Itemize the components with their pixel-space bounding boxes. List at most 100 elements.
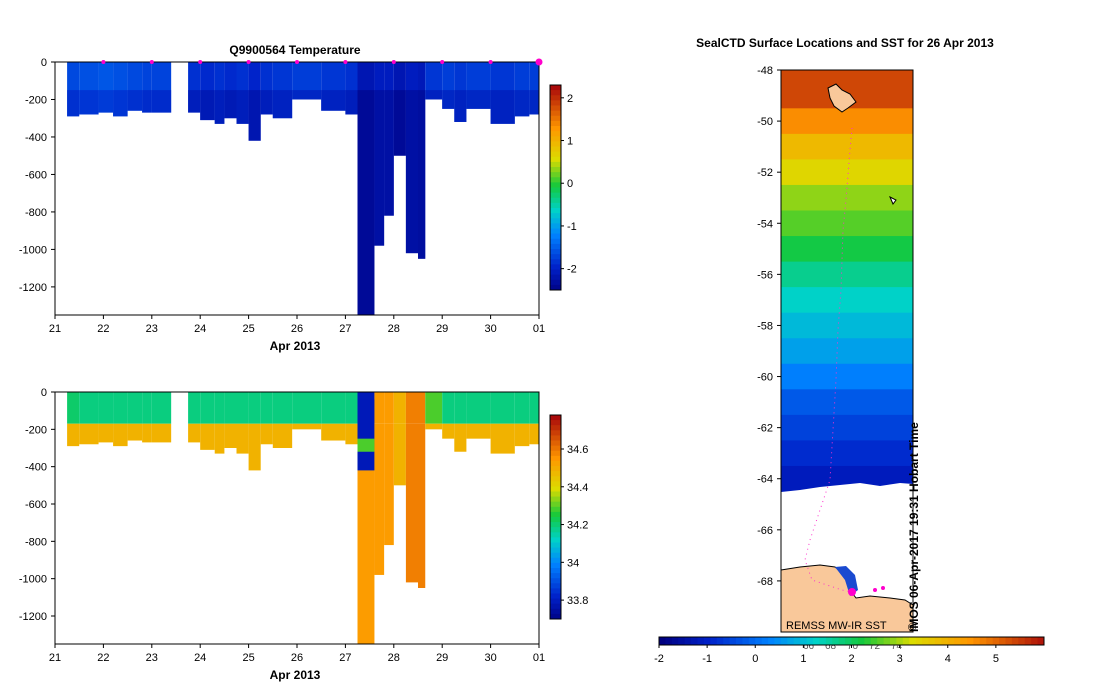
colorbar-segment (550, 264, 561, 270)
temperature-x-label: Apr 2013 (270, 339, 321, 353)
colorbar-segment (550, 425, 561, 431)
colorbar-segment (761, 637, 769, 645)
salinity-cell (357, 399, 375, 471)
lon-tick-label: 66 (803, 641, 815, 652)
colorbar-segment (550, 249, 561, 255)
temperature-cell (405, 90, 418, 254)
profile-marker (391, 60, 396, 64)
colorbar-segment (550, 254, 561, 260)
colorbar-segment (550, 562, 561, 569)
salinity-cell (236, 392, 249, 424)
lon-tick-label: 68 (825, 641, 837, 652)
colorbar-segment (691, 637, 698, 645)
colorbar-segment (550, 593, 561, 600)
colorbar-segment (954, 637, 962, 645)
colorbar-tick-label: 5 (993, 653, 999, 665)
colorbar-segment (550, 435, 561, 441)
colorbar-segment (864, 637, 872, 645)
colorbar-segment (780, 637, 788, 645)
colorbar-segment (550, 552, 561, 559)
colorbar-segment (716, 637, 724, 645)
y-tick-label: 0 (41, 387, 47, 399)
colorbar-segment (550, 532, 561, 538)
salinity-cell (127, 423, 143, 441)
profile-marker (440, 60, 445, 64)
colorbar-segment (550, 95, 561, 101)
colorbar-segment (550, 274, 561, 281)
colorbar-tick-label: 33.8 (567, 595, 588, 607)
lat-tick-label: -56 (757, 269, 773, 281)
colorbar-segment (748, 637, 756, 645)
lat-tick-label: -58 (757, 320, 773, 332)
x-tick-label: 22 (97, 652, 109, 664)
sst-band (781, 133, 913, 160)
colorbar-segment (896, 637, 904, 645)
sst-map-title: SealCTD Surface Locations and SST for 26… (696, 36, 994, 50)
colorbar-segment (550, 557, 561, 564)
colorbar-segment (915, 637, 923, 645)
colorbar-segment (550, 115, 561, 122)
temperature-cell (248, 90, 261, 141)
salinity-cell (454, 392, 467, 424)
x-tick-label: 01 (533, 652, 545, 664)
colorbar-tick-label: 34 (567, 557, 579, 569)
colorbar-segment (793, 637, 801, 645)
temperature-y-axis: 0 -200 -400 -600 -800 -1000 -1200 (19, 57, 55, 294)
profile-marker (343, 60, 348, 64)
salinity-cell (151, 423, 172, 443)
temperature-profile-markers (101, 58, 543, 66)
colorbar-segment (678, 637, 686, 645)
colorbar-segment (922, 637, 929, 645)
colorbar-segment (890, 637, 897, 645)
sst-colorbar: -2 -1 0 1 2 3 4 5 (654, 636, 1045, 665)
salinity-cell (442, 423, 455, 439)
salinity-cell (188, 423, 201, 443)
colorbar-frame (549, 84, 562, 291)
lon-tick-label: 74 (891, 641, 903, 652)
temperature-cell (345, 90, 358, 115)
sst-band (781, 287, 913, 314)
x-tick-label: 21 (49, 323, 61, 335)
colorbar-segment (550, 279, 561, 286)
sst-band (781, 108, 913, 135)
seal-location-point (873, 588, 877, 592)
colorbar-segment (550, 233, 561, 240)
x-tick-label: 26 (291, 652, 303, 664)
x-tick-label: 27 (339, 323, 351, 335)
colorbar-segment (550, 455, 561, 462)
salinity-cell (357, 423, 375, 644)
sst-band (781, 261, 913, 288)
sst-band (781, 389, 913, 416)
y-tick-label: -600 (25, 499, 47, 511)
temperature-cell (98, 90, 114, 113)
colorbar-segment (909, 637, 917, 645)
temperature-panel: Q9900564 Temperature 0 -200 -400 -600 -800 -1… (19, 43, 577, 353)
lat-tick-label: -66 (757, 525, 773, 537)
colorbar-segment (947, 637, 955, 645)
salinity-cell (490, 392, 515, 424)
salinity-cell (214, 423, 225, 454)
colorbar-segment (1011, 637, 1019, 645)
colorbar-segment (550, 476, 561, 482)
colorbar-segment (550, 213, 561, 219)
salinity-cell (113, 423, 128, 447)
colorbar-tick-label: -1 (567, 221, 577, 233)
colorbar-segment (550, 187, 561, 194)
colorbar-segment (1005, 637, 1013, 645)
colorbar-tick-label: 2 (567, 93, 573, 105)
colorbar-segment (825, 637, 833, 645)
colorbar-segment (877, 637, 885, 645)
colorbar-segment (934, 637, 942, 645)
x-tick-label: 27 (339, 652, 351, 664)
colorbar-segment (550, 491, 561, 498)
salinity-cell (248, 423, 261, 471)
sst-band (781, 363, 913, 390)
y-tick-label: -1000 (19, 574, 47, 586)
temperature-cells (67, 62, 539, 315)
y-tick-label: -1200 (19, 282, 47, 294)
colorbar-segment (550, 218, 561, 224)
salinity-cell (200, 423, 215, 450)
sst-map-lat-axis: -48 -50 -52 -54 -56 -58 -60 -62 -64 -66 -68 (757, 65, 781, 588)
salinity-cell (374, 423, 385, 575)
colorbar-segment (742, 637, 750, 645)
